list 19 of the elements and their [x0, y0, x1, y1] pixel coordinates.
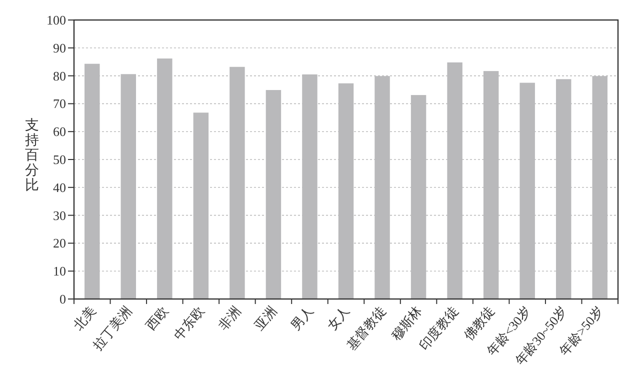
- y-tick-label: 50: [53, 152, 66, 167]
- y-axis-title: 支持百分比: [25, 118, 39, 194]
- x-tick-label: 亚洲: [252, 303, 280, 333]
- y-tick-label: 90: [53, 40, 66, 56]
- y-tick-label: 80: [53, 68, 66, 84]
- x-tick-label: 男人: [288, 303, 316, 333]
- y-tick-label: 0: [60, 292, 66, 306]
- x-tick-label: 中东欧: [170, 303, 208, 343]
- x-tick-label: 北美: [70, 303, 98, 333]
- y-tick-label: 40: [53, 180, 66, 195]
- y-tick-label: 10: [53, 264, 66, 279]
- y-tick-label: 70: [53, 96, 66, 112]
- y-tick-label: 60: [53, 124, 66, 140]
- y-tick-label: 30: [53, 208, 66, 223]
- x-tick-label: 非洲: [215, 303, 244, 333]
- y-tick-label: 20: [53, 236, 66, 251]
- x-tick-label: 女人: [324, 303, 352, 333]
- x-tick-label: 西欧: [142, 303, 171, 333]
- y-tick-label: 100: [46, 12, 66, 28]
